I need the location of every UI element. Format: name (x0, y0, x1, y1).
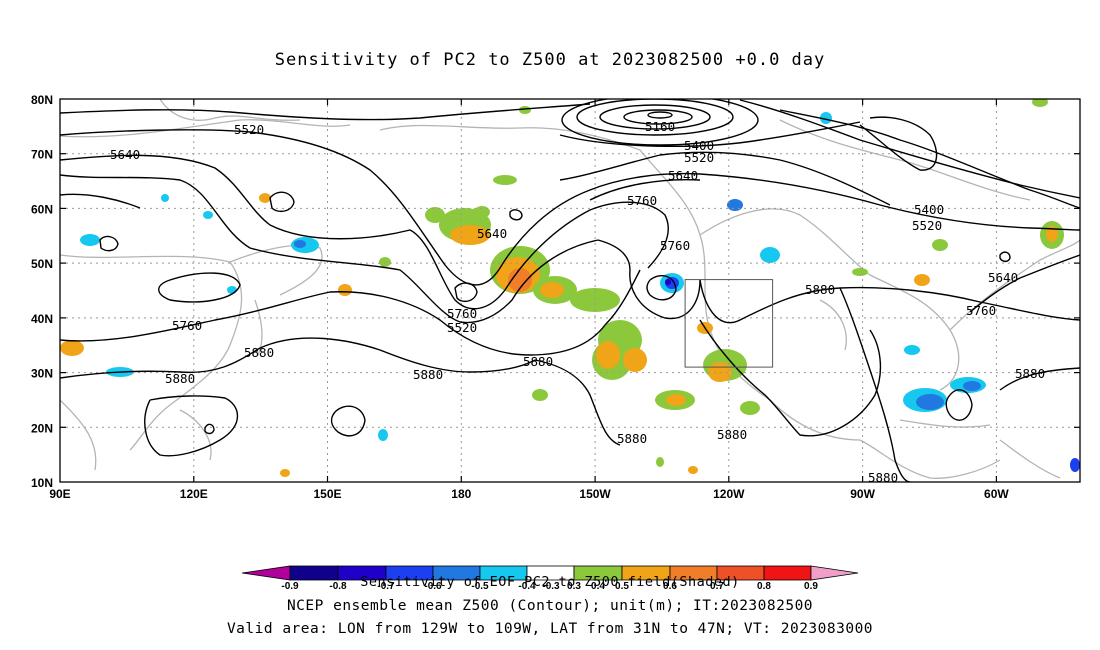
colorbar-label: 0.9 (804, 581, 818, 592)
contour-label: 5880 (617, 431, 647, 446)
contour-label: 5400 (914, 202, 944, 217)
colorbar-label: 0.6 (663, 581, 677, 592)
contour-label: 5880 (413, 367, 443, 382)
colorbar-label: -0.6 (424, 581, 442, 592)
contour-label: 5640 (668, 168, 698, 183)
lon-label: 150W (579, 487, 611, 501)
valid-area-box (684, 279, 774, 368)
contour-label: 5640 (477, 226, 507, 241)
contour-label: 5880 (868, 470, 898, 485)
contour-label-group: 5160 5400 5520 5640 5520 5640 5760 5760 … (110, 119, 1045, 485)
lon-label: 120W (713, 487, 745, 501)
colorbar-label: -0.7 (377, 581, 395, 592)
contour-label: 5160 (645, 119, 675, 134)
lon-label: 120E (180, 487, 208, 501)
lat-label: 80N (31, 93, 53, 107)
colorbar: -0.9 -0.8 -0.7 -0.6 -0.5 -0.4 -0.3 0.3 0… (241, 565, 859, 592)
contour-label: 5760 (660, 238, 690, 253)
colorbar-label: -0.3 (542, 581, 560, 592)
contour-label: 5400 (684, 138, 714, 153)
colorbar-label: 0.3 (567, 581, 581, 592)
contour-label: 5880 (165, 371, 195, 386)
caption-contour: NCEP ensemble mean Z500 (Contour); unit(… (286, 598, 814, 614)
lat-label: 20N (31, 421, 53, 435)
contour-label: 5880 (244, 345, 274, 360)
lat-ticks (60, 153, 1080, 428)
contour-label: 5880 (805, 282, 835, 297)
lat-label: 70N (31, 148, 53, 162)
sensitivity-shading (60, 99, 1080, 477)
contour-label: 5640 (988, 270, 1018, 285)
lat-label: 60N (31, 202, 53, 216)
map-title: Sensitivity of PC2 to Z500 at 2023082500… (274, 50, 826, 70)
lon-ticks (193, 99, 998, 482)
colorbar-swatch (810, 565, 859, 581)
lat-label: 30N (31, 367, 53, 381)
lon-label: 90E (49, 487, 70, 501)
contour-label: 5760 (172, 318, 202, 333)
colorbar-label: -0.9 (281, 581, 299, 592)
contour-label: 5520 (234, 122, 264, 137)
lat-label: 40N (31, 312, 53, 326)
contour-label: 5880 (1015, 366, 1045, 381)
contour-label: 5760 (447, 306, 477, 321)
lat-label: 50N (31, 257, 53, 271)
lat-axis: 80N 70N 60N 50N 40N 30N 20N 10N (31, 93, 53, 490)
z500-contours (60, 99, 1080, 482)
colorbar-label: 0.7 (710, 581, 724, 592)
contour-label: 5760 (966, 303, 996, 318)
lon-axis: 90E 120E 150E 180 150W 120W 90W 60W (49, 487, 1009, 501)
contour-label: 5520 (447, 320, 477, 335)
colorbar-label: -0.5 (471, 581, 489, 592)
colorbar-label: 0.4 (591, 581, 605, 592)
contour-label: 5760 (627, 193, 657, 208)
caption-shaded: Sensitivity of EOF PC2 to Z500 field(Sha… (360, 574, 740, 590)
contour-label: 5520 (684, 150, 714, 165)
colorbar-label: 0.5 (615, 581, 629, 592)
colorbar-label: 0.8 (757, 581, 771, 592)
map-frame (59, 98, 1081, 483)
contour-label: 5640 (110, 147, 140, 162)
colorbar-label: -0.8 (329, 581, 347, 592)
contour-label: 5880 (523, 354, 553, 369)
caption-valid-area: Valid area: LON from 129W to 109W, LAT f… (226, 621, 874, 637)
lon-label: 60W (984, 487, 1009, 501)
contour-label: 5880 (717, 427, 747, 442)
contour-label: 5520 (912, 218, 942, 233)
lat-label: 10N (31, 476, 53, 490)
lon-label: 180 (451, 487, 471, 501)
lon-label: 150E (313, 487, 341, 501)
lon-label: 90W (850, 487, 875, 501)
colorbar-label: -0.4 (518, 581, 536, 592)
